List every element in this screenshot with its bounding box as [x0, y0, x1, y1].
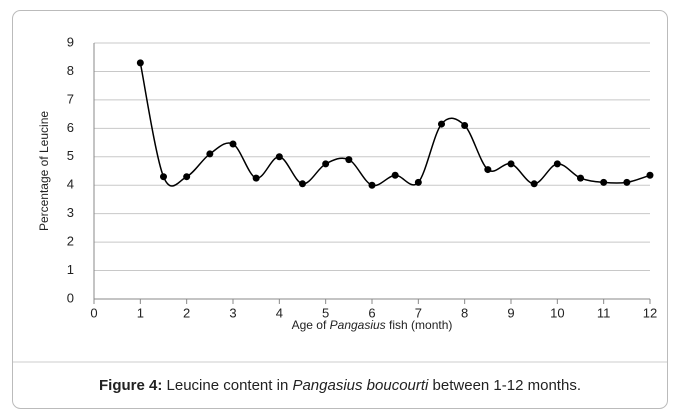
- caption-part: Pangasius boucourti: [292, 377, 429, 394]
- x-tick-label: 3: [229, 305, 236, 320]
- x-tick-label: 0: [90, 305, 97, 320]
- data-point: [438, 120, 445, 128]
- caption-part: Figure 4:: [99, 377, 162, 394]
- caption: Figure 4: Leucine content in Pangasius b…: [99, 377, 581, 394]
- y-tick-label: 2: [67, 234, 74, 249]
- data-point: [414, 178, 422, 186]
- data-point: [577, 174, 584, 182]
- x-tick-label: 8: [461, 305, 468, 320]
- data-point: [600, 178, 608, 186]
- x-tick-label: 5: [322, 305, 329, 320]
- data-point: [461, 121, 469, 129]
- data-point: [275, 153, 283, 161]
- data-point: [229, 140, 237, 148]
- y-tick-label: 8: [67, 63, 74, 78]
- data-point: [252, 174, 260, 182]
- y-tick-label: 3: [67, 205, 74, 220]
- data-point: [345, 156, 353, 164]
- x-axis-label: Age of Pangasius fish (month): [292, 318, 453, 332]
- data-point: [484, 166, 492, 174]
- y-tick-label: 7: [67, 91, 74, 106]
- data-point: [183, 173, 191, 181]
- y-tick-label: 4: [67, 177, 74, 192]
- data-point: [322, 160, 330, 168]
- data-point: [530, 180, 538, 188]
- x-tick-label: 4: [276, 305, 283, 320]
- frame: [12, 10, 668, 409]
- data-point: [507, 160, 515, 168]
- caption-part: between 1-12 months.: [428, 377, 581, 394]
- x-tick-label: 10: [550, 305, 564, 320]
- x-label-part: Pangasius: [330, 318, 386, 332]
- x-label-part: Age of: [292, 318, 330, 332]
- data-point: [206, 150, 214, 158]
- x-tick-label: 2: [183, 305, 190, 320]
- y-tick-label: 1: [67, 262, 74, 277]
- x-label-part: fish (month): [386, 318, 453, 332]
- x-tick-label: 6: [368, 305, 375, 320]
- x-tick-label: 1: [137, 305, 144, 320]
- data-point: [553, 160, 561, 168]
- data-point: [391, 171, 399, 179]
- caption-part: Leucine content in: [162, 377, 292, 394]
- x-tick-label: 7: [415, 305, 422, 320]
- data-point: [299, 180, 306, 188]
- y-tick-label: 6: [67, 120, 74, 135]
- data-point: [160, 173, 167, 181]
- x-tick-label: 11: [597, 305, 611, 320]
- y-axis-label: Percentage of Leucine: [37, 111, 51, 231]
- y-tick-label: 9: [67, 34, 74, 49]
- y-tick-label: 5: [67, 148, 74, 163]
- x-tick-label: 12: [643, 305, 657, 320]
- data-point: [368, 181, 376, 189]
- data-point: [646, 171, 654, 179]
- data-point: [136, 59, 144, 67]
- x-tick-label: 9: [507, 305, 514, 320]
- data-point: [623, 178, 631, 186]
- y-tick-label: 0: [67, 290, 74, 305]
